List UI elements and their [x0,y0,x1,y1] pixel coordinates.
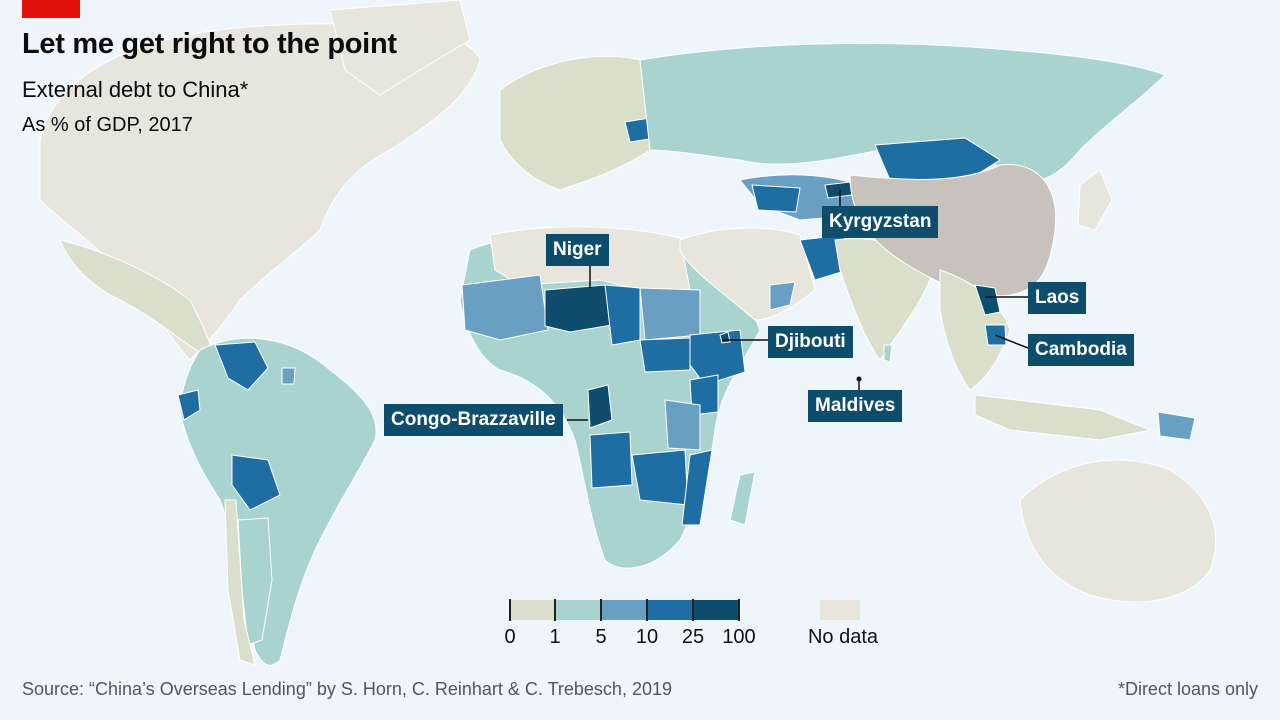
country-kyrgyzstan [824,181,853,199]
legend-tick [600,599,602,621]
europe-landmass [499,55,651,191]
footnote: *Direct loans only [1117,679,1258,699]
greenland-landmass [329,0,471,96]
callout-cambodia: Cambodia [1028,334,1134,366]
south-america-landmass [179,337,377,666]
country-niger [544,284,613,333]
callout-congo-brazzaville: Congo-Brazzaville [384,404,563,436]
legend-swatch-0-1 [510,600,554,620]
legend-label-1: 1 [549,626,561,648]
country-venezuela [214,341,269,391]
chart-subtitle: External debt to China* [22,77,249,102]
callout-laos: Laos [1028,282,1087,314]
country-papua-new-guinea [1157,411,1196,441]
country-south-sudan-car [639,337,691,373]
country-turkmenistan [751,184,801,213]
legend-label-0: 0 [504,626,516,648]
brand-tag [22,0,80,18]
japan-landmass [1077,169,1113,231]
country-sudan [639,287,701,341]
callout-kyrgyzstan: Kyrgyzstan [822,206,939,238]
country-china [849,163,1057,297]
legend-swatch-25-100 [694,600,738,620]
chart-unit: As % of GDP, 2017 [22,114,193,136]
country-sri-lanka [883,344,893,363]
legend-tick [509,599,511,621]
country-angola [589,431,633,489]
legend-swatch-no-data [820,600,860,620]
legend-label-25: 25 [681,626,705,648]
legend-label-no-data: No data [807,626,879,648]
legend-label-10: 10 [635,626,659,648]
legend-label-5: 5 [595,626,607,648]
country-congo-brazzaville [587,384,613,429]
leader-cambodia [994,334,1029,349]
leader-dot-maldives [856,376,862,382]
legend-tick [692,599,694,621]
legend-tick [646,599,648,621]
legend-tick [738,599,740,621]
country-chile [224,499,256,666]
country-zambia-zimbabwe [631,449,689,506]
country-madagascar [729,471,756,526]
legend-swatch-1-5 [556,600,600,620]
country-laos [974,284,1001,316]
country-mozambique [681,449,713,526]
country-ecuador [177,389,201,421]
chart-title: Let me get right to the point [22,28,397,60]
legend-label-100: 100 [722,626,756,648]
australia-landmass [1019,459,1217,603]
callout-maldives: Maldives [808,390,903,422]
indonesia-landmass [974,394,1152,441]
callout-niger: Niger [546,234,609,266]
legend-swatch-10-25 [648,600,692,620]
country-mauritania-mali [461,274,549,341]
source-note: Source: “China’s Overseas Lending” by S.… [22,679,672,699]
country-bolivia [231,454,281,511]
country-tanzania [664,399,701,451]
country-russia [639,42,1166,182]
country-oman [769,281,796,311]
callout-djibouti: Djibouti [768,326,853,358]
legend-swatch-5-10 [602,600,646,620]
country-guyana [281,367,296,385]
legend-tick [554,599,556,621]
